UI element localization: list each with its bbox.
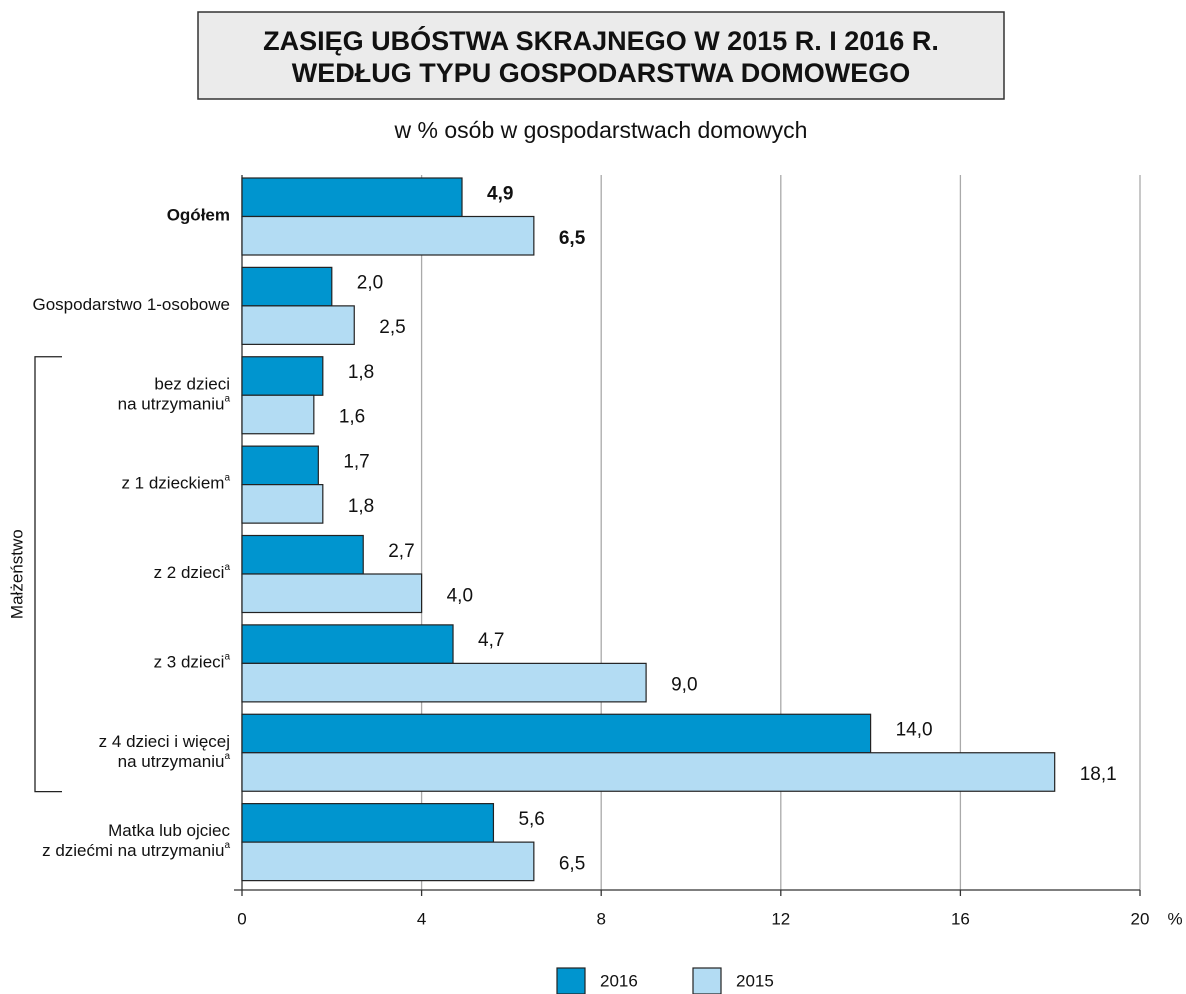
footnote-mark: a [224, 750, 230, 761]
y-tick-label: z 1 dzieckiema [121, 472, 230, 493]
bar [241, 573, 423, 614]
value-label: 2,7 [388, 541, 414, 562]
value-label: 1,8 [348, 496, 374, 517]
y-tick-label: z dziećmi na utrzymaniua [42, 840, 230, 861]
category-text: z dziećmi na utrzymaniu [42, 842, 224, 861]
group-bracket [34, 356, 62, 793]
value-label: 4,0 [447, 585, 473, 606]
category-text: bez dzieci [154, 375, 230, 394]
category-text: z 1 dzieckiem [121, 474, 224, 493]
x-tick-label: 8 [596, 909, 605, 928]
value-label: 1,6 [339, 407, 365, 428]
footnote-mark: a [224, 651, 230, 662]
x-tick-label: 12 [771, 909, 790, 928]
footnote-mark: a [224, 562, 230, 573]
title-box [197, 11, 1005, 100]
y-tick-label: z 4 dzieci i więcej [99, 732, 230, 751]
value-label: 9,0 [671, 675, 697, 696]
value-label: 2,5 [379, 317, 405, 338]
value-label: 1,7 [343, 451, 369, 472]
x-tick-label: 16 [951, 909, 970, 928]
category-text: na utrzymaniu [118, 752, 225, 771]
y-tick-label: na utrzymaniua [118, 750, 231, 771]
bar [241, 713, 872, 754]
category-text: z 3 dzieci [154, 653, 225, 672]
bar [241, 662, 647, 703]
bar [241, 215, 535, 256]
value-label: 2,0 [357, 273, 383, 294]
value-label: 4,9 [487, 183, 513, 204]
y-tick-label: na utrzymaniua [118, 393, 231, 414]
bar [241, 841, 535, 882]
footnote-mark: a [224, 840, 230, 851]
value-label: 14,0 [896, 720, 933, 741]
bar [241, 356, 324, 396]
bar [241, 445, 319, 486]
y-tick-label: Ogółem [167, 206, 230, 225]
category-text: Gospodarstwo 1-osobowe [32, 295, 230, 314]
bar [241, 177, 463, 218]
chart-subtitle: w % osób w gospodarstwach domowych [394, 117, 808, 143]
category-text: z 4 dzieci i więcej [99, 732, 230, 751]
value-label: 6,5 [559, 853, 585, 874]
footnote-mark: a [224, 472, 230, 483]
y-tick-label: z 2 dziecia [154, 562, 231, 583]
category-text: na utrzymaniu [118, 395, 225, 414]
value-label: 6,5 [559, 228, 586, 249]
value-label: 4,7 [478, 630, 504, 651]
legend-label: 2015 [736, 971, 774, 990]
y-tick-label: Matka lub ojciec [108, 822, 230, 841]
bar [241, 305, 355, 345]
legend-label: 2016 [600, 971, 638, 990]
category-text: Matka lub ojciec [108, 822, 230, 841]
category-text: Ogółem [167, 206, 230, 225]
legend-swatch [692, 967, 722, 994]
value-label: 5,6 [518, 809, 544, 830]
y-tick-label: bez dzieci [154, 375, 230, 394]
bar [241, 752, 1056, 792]
legend-swatch [556, 967, 586, 994]
y-tick-label: Gospodarstwo 1-osobowe [32, 295, 230, 314]
y-tick-label: z 3 dziecia [154, 651, 231, 672]
bar [241, 394, 315, 435]
chart-title: WEDŁUG TYPU GOSPODARSTWA DOMOWEGO [292, 58, 911, 88]
bar [241, 803, 495, 843]
x-unit: % [1167, 909, 1182, 928]
bar [241, 266, 333, 307]
value-label: 18,1 [1080, 764, 1117, 785]
x-tick-label: 0 [237, 909, 246, 928]
bar [241, 484, 324, 524]
chart-title: ZASIĘG UBÓSTWA SKRAJNEGO W 2015 R. I 201… [263, 25, 939, 56]
category-text: z 2 dzieci [154, 563, 225, 582]
bar [241, 534, 364, 575]
group-label: Małżeństwo [7, 529, 26, 619]
value-label: 1,8 [348, 362, 374, 383]
x-tick-label: 4 [417, 909, 426, 928]
footnote-mark: a [224, 393, 230, 404]
x-tick-label: 20 [1131, 909, 1150, 928]
bar [241, 624, 454, 664]
